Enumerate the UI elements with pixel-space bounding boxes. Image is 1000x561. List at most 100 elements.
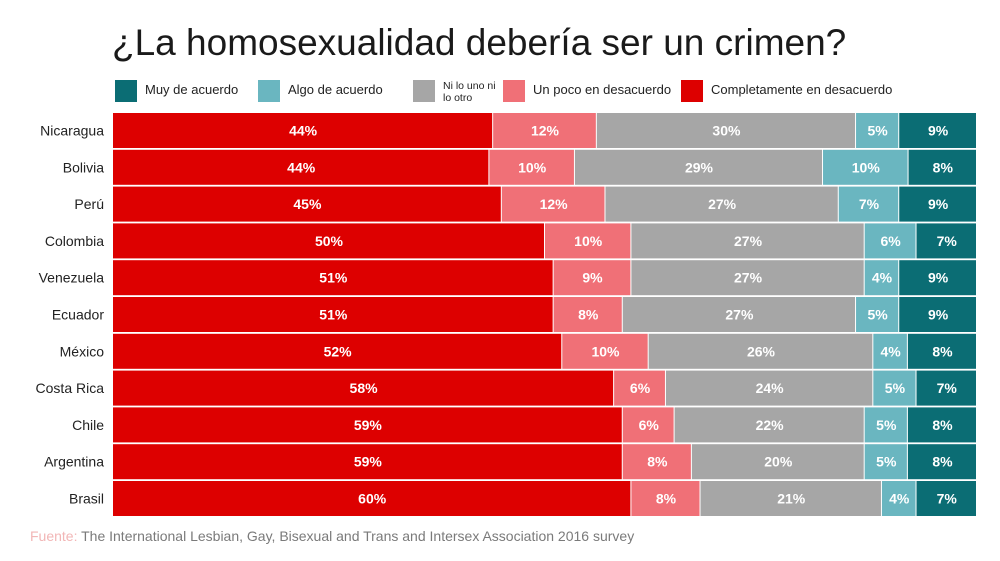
data-label-chile-muy-de-acuerdo: 8% — [932, 417, 953, 433]
data-label-brasil-ni-lo-uno-ni-lo-otro: 21% — [777, 491, 806, 507]
bar-costa-rica-ni-lo-uno-ni-lo-otro — [665, 370, 873, 406]
category-label-ecuador: Ecuador — [52, 307, 104, 323]
bar-costa-rica-muy-de-acuerdo — [916, 370, 976, 406]
bar-argentina-ni-lo-uno-ni-lo-otro — [691, 444, 864, 480]
data-label-venezuela-muy-de-acuerdo: 9% — [928, 270, 949, 286]
bar-peru-algo-de-acuerdo — [838, 186, 899, 222]
bar-colombia-completamente-en-desacuerdo — [113, 223, 544, 259]
bar-ecuador-muy-de-acuerdo — [899, 297, 976, 332]
data-label-mexico-completamente-en-desacuerdo: 52% — [324, 343, 353, 359]
bar-chile-un-poco-en-desacuerdo — [622, 407, 674, 443]
source-label: Fuente: — [30, 528, 78, 544]
bar-argentina-muy-de-acuerdo — [907, 444, 976, 480]
bar-colombia-ni-lo-uno-ni-lo-otro — [631, 223, 864, 259]
bar-nicaragua-completamente-en-desacuerdo — [113, 113, 493, 148]
data-label-argentina-ni-lo-uno-ni-lo-otro: 20% — [764, 454, 793, 470]
bar-peru-muy-de-acuerdo — [899, 186, 976, 222]
data-label-chile-un-poco-en-desacuerdo: 6% — [639, 417, 660, 433]
data-label-ecuador-completamente-en-desacuerdo: 51% — [319, 307, 348, 323]
data-label-peru-algo-de-acuerdo: 7% — [859, 196, 880, 212]
data-label-argentina-muy-de-acuerdo: 8% — [932, 454, 953, 470]
data-label-brasil-completamente-en-desacuerdo: 60% — [358, 491, 387, 507]
data-label-chile-algo-de-acuerdo: 5% — [876, 417, 897, 433]
bar-mexico-muy-de-acuerdo — [907, 333, 976, 369]
data-label-nicaragua-completamente-en-desacuerdo: 44% — [289, 123, 318, 139]
data-label-nicaragua-muy-de-acuerdo: 9% — [928, 123, 949, 139]
bar-bolivia-completamente-en-desacuerdo — [113, 149, 489, 185]
bar-brasil-completamente-en-desacuerdo — [113, 481, 631, 516]
bar-brasil-ni-lo-uno-ni-lo-otro — [700, 481, 881, 516]
bar-mexico-completamente-en-desacuerdo — [113, 333, 562, 369]
legend-label-algo-de-acuerdo: Algo de acuerdo — [288, 82, 383, 97]
bar-venezuela-completamente-en-desacuerdo — [113, 260, 553, 296]
legend: Muy de acuerdo Algo de acuerdo Ni lo uno… — [110, 80, 990, 106]
data-label-brasil-algo-de-acuerdo: 4% — [889, 491, 910, 507]
category-label-bolivia: Bolivia — [63, 159, 104, 175]
category-label-peru: Perú — [74, 196, 104, 212]
data-label-ecuador-muy-de-acuerdo: 9% — [928, 307, 949, 323]
bar-bolivia-un-poco-en-desacuerdo — [489, 149, 574, 185]
data-label-mexico-ni-lo-uno-ni-lo-otro: 26% — [747, 343, 776, 359]
legend-label-un-poco-en-desacuerdo: Un poco en desacuerdo — [533, 82, 672, 97]
data-label-mexico-algo-de-acuerdo: 4% — [880, 343, 901, 359]
legend-label-completamente-en-desacuerdo: Completamente en desacuerdo — [711, 82, 893, 97]
data-label-argentina-un-poco-en-desacuerdo: 8% — [647, 454, 668, 470]
data-label-nicaragua-un-poco-en-desacuerdo: 12% — [531, 123, 560, 139]
category-label-venezuela: Venezuela — [39, 270, 105, 286]
bar-nicaragua-un-poco-en-desacuerdo — [493, 113, 596, 148]
data-label-colombia-ni-lo-uno-ni-lo-otro: 27% — [734, 233, 763, 249]
bar-chile-algo-de-acuerdo — [864, 407, 907, 443]
bar-venezuela-algo-de-acuerdo — [864, 260, 899, 296]
bar-mexico-algo-de-acuerdo — [873, 333, 907, 369]
bar-nicaragua-muy-de-acuerdo — [899, 113, 976, 148]
bar-venezuela-ni-lo-uno-ni-lo-otro — [631, 260, 864, 296]
data-label-peru-ni-lo-uno-ni-lo-otro: 27% — [708, 196, 737, 212]
data-label-nicaragua-ni-lo-uno-ni-lo-otro: 30% — [712, 123, 741, 139]
data-label-bolivia-completamente-en-desacuerdo: 44% — [287, 159, 316, 175]
bar-argentina-algo-de-acuerdo — [864, 444, 907, 480]
data-label-brasil-muy-de-acuerdo: 7% — [937, 491, 958, 507]
bar-costa-rica-un-poco-en-desacuerdo — [614, 370, 665, 406]
category-label-colombia: Colombia — [45, 233, 104, 249]
data-label-costa-rica-ni-lo-uno-ni-lo-otro: 24% — [756, 380, 785, 396]
legend-swatch-completamente-en-desacuerdo — [681, 80, 703, 102]
data-label-nicaragua-algo-de-acuerdo: 5% — [868, 123, 889, 139]
legend-swatch-algo-de-acuerdo — [258, 80, 280, 102]
data-label-argentina-algo-de-acuerdo: 5% — [876, 454, 897, 470]
bar-chile-completamente-en-desacuerdo — [113, 407, 622, 443]
data-label-chile-ni-lo-uno-ni-lo-otro: 22% — [756, 417, 785, 433]
data-label-colombia-muy-de-acuerdo: 7% — [937, 233, 958, 249]
category-label-brasil: Brasil — [69, 491, 104, 507]
data-label-colombia-algo-de-acuerdo: 6% — [880, 233, 901, 249]
data-label-ecuador-ni-lo-uno-ni-lo-otro: 27% — [725, 307, 754, 323]
source-note: Fuente: The International Lesbian, Gay, … — [30, 528, 634, 544]
category-label-mexico: México — [60, 343, 105, 359]
data-label-venezuela-ni-lo-uno-ni-lo-otro: 27% — [734, 270, 763, 286]
bar-bolivia-muy-de-acuerdo — [908, 149, 976, 185]
bar-bolivia-algo-de-acuerdo — [823, 149, 908, 185]
bar-ecuador-completamente-en-desacuerdo — [113, 297, 553, 332]
legend-item-completamente-en-desacuerdo: Completamente en desacuerdo — [681, 80, 892, 102]
data-label-ecuador-algo-de-acuerdo: 5% — [868, 307, 889, 323]
data-label-costa-rica-muy-de-acuerdo: 7% — [937, 380, 958, 396]
legend-swatch-un-poco-en-desacuerdo — [503, 80, 525, 102]
bar-nicaragua-algo-de-acuerdo — [856, 113, 899, 148]
data-label-bolivia-ni-lo-uno-ni-lo-otro: 29% — [685, 159, 714, 175]
bar-ecuador-ni-lo-uno-ni-lo-otro — [622, 297, 856, 332]
data-label-peru-un-poco-en-desacuerdo: 12% — [540, 196, 569, 212]
data-label-brasil-un-poco-en-desacuerdo: 8% — [656, 491, 677, 507]
data-label-costa-rica-un-poco-en-desacuerdo: 6% — [630, 380, 651, 396]
bar-peru-completamente-en-desacuerdo — [113, 186, 501, 222]
data-label-costa-rica-completamente-en-desacuerdo: 58% — [350, 380, 379, 396]
category-label-nicaragua: Nicaragua — [40, 123, 104, 139]
data-label-colombia-un-poco-en-desacuerdo: 10% — [574, 233, 603, 249]
legend-swatch-muy-de-acuerdo — [115, 80, 137, 102]
bar-venezuela-un-poco-en-desacuerdo — [553, 260, 631, 296]
chart-title: ¿La homosexualidad debería ser un crimen… — [112, 22, 847, 63]
bar-costa-rica-algo-de-acuerdo — [873, 370, 916, 406]
data-label-colombia-completamente-en-desacuerdo: 50% — [315, 233, 344, 249]
bar-costa-rica-completamente-en-desacuerdo — [113, 370, 614, 406]
data-label-venezuela-algo-de-acuerdo: 4% — [872, 270, 893, 286]
data-label-argentina-completamente-en-desacuerdo: 59% — [354, 454, 383, 470]
